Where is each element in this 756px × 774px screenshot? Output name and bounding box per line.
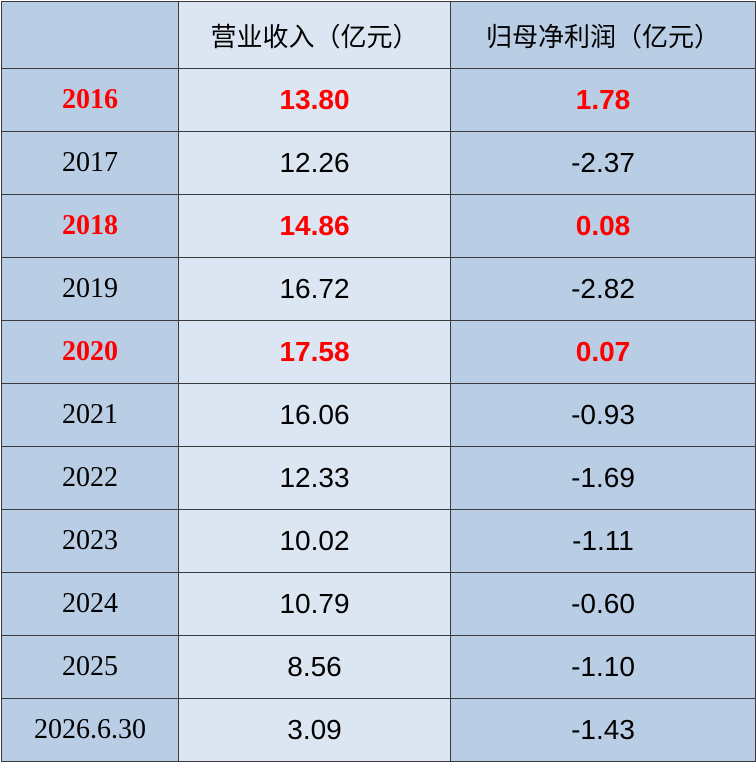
value-cell: 16.06 [178, 383, 451, 447]
value-cell: -1.11 [450, 509, 756, 573]
year-cell: 2025 [1, 635, 179, 699]
year-cell: 2019 [1, 257, 179, 321]
table-row: 2021 16.06 -0.93 [1, 383, 756, 447]
year-cell: 2018 [1, 194, 179, 258]
value-cell: -1.10 [450, 635, 756, 699]
table-row: 2020 17.58 0.07 [1, 320, 756, 384]
value-cell: 0.07 [450, 320, 756, 384]
table-row: 2023 10.02 -1.11 [1, 509, 756, 573]
table-row: 2016 13.80 1.78 [1, 68, 756, 132]
year-cell: 2022 [1, 446, 179, 510]
value-cell: 16.72 [178, 257, 451, 321]
year-cell: 2020 [1, 320, 179, 384]
value-cell: -2.37 [450, 131, 756, 195]
table-row: 2022 12.33 -1.69 [1, 446, 756, 510]
value-cell: -0.93 [450, 383, 756, 447]
value-cell: -2.82 [450, 257, 756, 321]
table-row: 2018 14.86 0.08 [1, 194, 756, 258]
value-cell: -1.43 [450, 698, 756, 762]
value-cell: 12.33 [178, 446, 451, 510]
value-cell: 1.78 [450, 68, 756, 132]
value-cell: 10.02 [178, 509, 451, 573]
value-cell: 14.86 [178, 194, 451, 258]
value-cell: 17.58 [178, 320, 451, 384]
value-cell: -0.60 [450, 572, 756, 636]
table-row: 2024 10.79 -0.60 [1, 572, 756, 636]
value-cell: 3.09 [178, 698, 451, 762]
year-cell: 2024 [1, 572, 179, 636]
year-cell: 2023 [1, 509, 179, 573]
value-cell: 10.79 [178, 572, 451, 636]
header-corner [1, 1, 179, 69]
value-cell: -1.69 [450, 446, 756, 510]
header-cell: 归母净利润（亿元） [450, 1, 756, 69]
year-cell: 2017 [1, 131, 179, 195]
value-cell: 0.08 [450, 194, 756, 258]
year-cell: 2021 [1, 383, 179, 447]
header-cell: 营业收入（亿元） [178, 1, 451, 69]
value-cell: 8.56 [178, 635, 451, 699]
table-row: 2017 12.26 -2.37 [1, 131, 756, 195]
table-row: 2026.6.30 3.09 -1.43 [1, 698, 756, 762]
value-cell: 12.26 [178, 131, 451, 195]
header-row: 营业收入（亿元） 归母净利润（亿元） [1, 1, 756, 69]
year-cell: 2016 [1, 68, 179, 132]
table-row: 2019 16.72 -2.82 [1, 257, 756, 321]
year-cell: 2026.6.30 [1, 698, 179, 762]
value-cell: 13.80 [178, 68, 451, 132]
table-row: 2025 8.56 -1.10 [1, 635, 756, 699]
